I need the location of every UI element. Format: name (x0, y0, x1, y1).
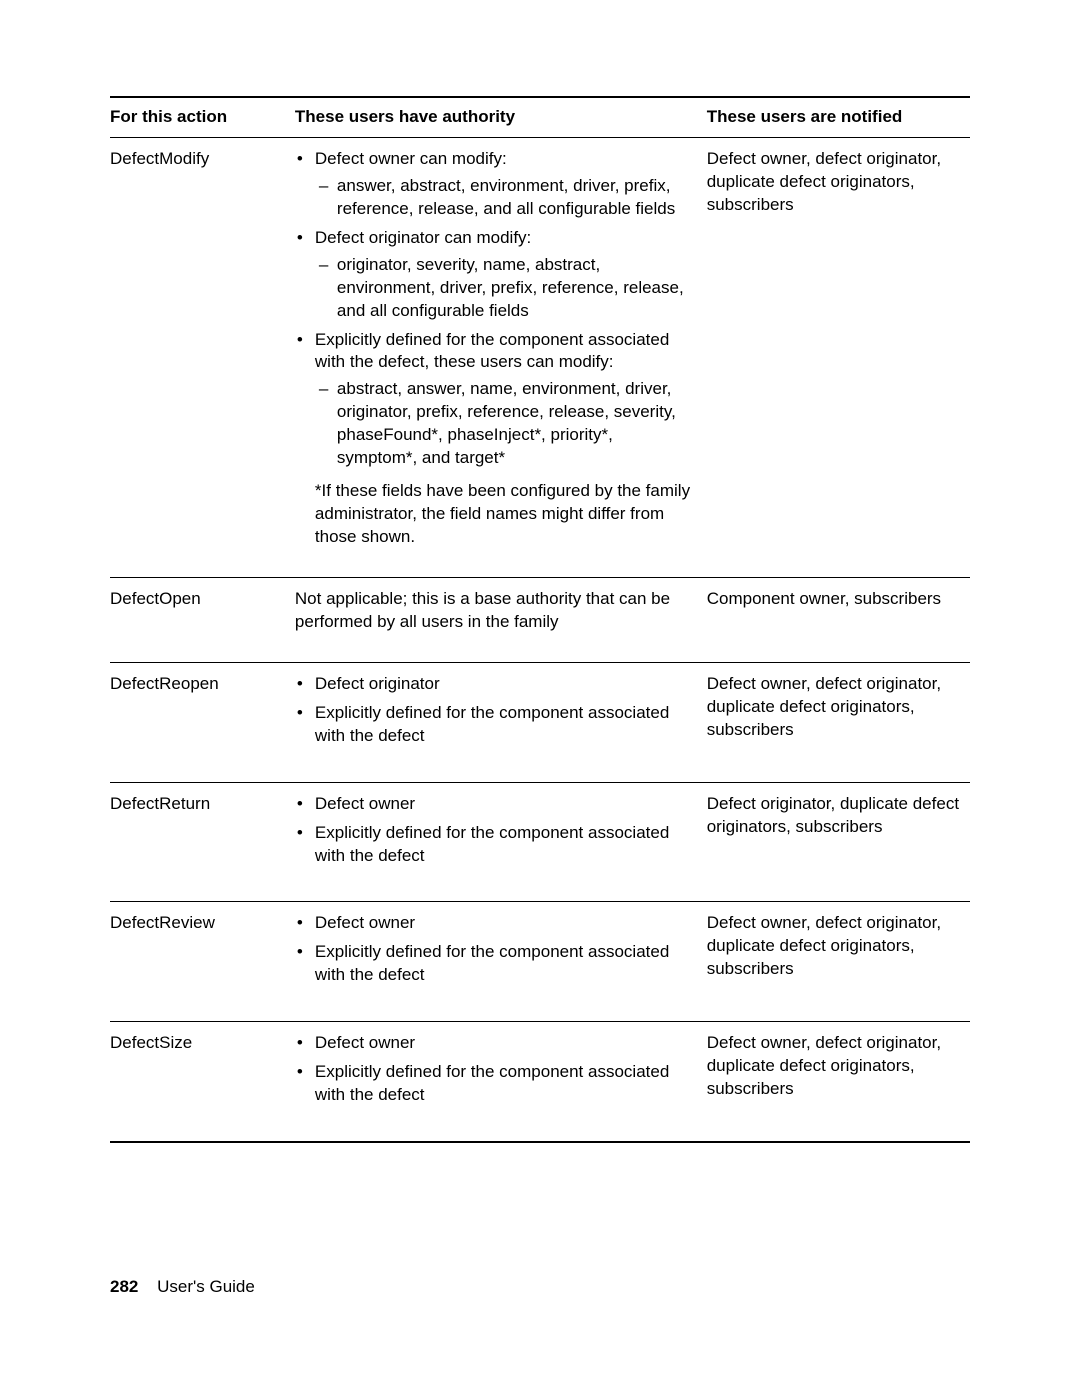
table-row: DefectReturn Defect owner Explicitly def… (110, 782, 970, 902)
page-number: 282 (110, 1277, 138, 1296)
list-item: Defect owner (295, 793, 697, 816)
page-footer: 282 User's Guide (110, 1277, 255, 1297)
sublist-item: answer, abstract, environment, driver, p… (315, 175, 697, 221)
cell-authority: Defect owner Explicitly defined for the … (295, 902, 707, 1022)
list-item-text: Defect originator can modify: (315, 228, 531, 247)
table-row: DefectOpen Not applicable; this is a bas… (110, 577, 970, 662)
cell-action: DefectOpen (110, 577, 295, 662)
cell-action: DefectReturn (110, 782, 295, 902)
cell-notified: Defect owner, defect originator, duplica… (707, 1022, 970, 1142)
sublist-item: originator, severity, name, abstract, en… (315, 254, 697, 323)
authority-table: For this action These users have authori… (110, 96, 970, 1143)
cell-authority: Not applicable; this is a base authority… (295, 577, 707, 662)
list-item: Defect owner (295, 1032, 697, 1055)
list-item: Defect owner (295, 912, 697, 935)
cell-notified: Defect owner, defect originator, duplica… (707, 662, 970, 782)
table-row: DefectReview Defect owner Explicitly def… (110, 902, 970, 1022)
list-item: Explicitly defined for the component ass… (295, 702, 697, 748)
list-item: Explicitly defined for the component ass… (295, 941, 697, 987)
col-header-notified: These users are notified (707, 97, 970, 137)
cell-action: DefectReview (110, 902, 295, 1022)
cell-authority: Defect owner Explicitly defined for the … (295, 782, 707, 902)
authority-list: Defect owner Explicitly defined for the … (295, 793, 697, 868)
list-item: Defect originator (295, 673, 697, 696)
cell-action: DefectReopen (110, 662, 295, 782)
cell-notified: Defect originator, duplicate defect orig… (707, 782, 970, 902)
cell-action: DefectModify (110, 137, 295, 577)
list-item: Defect originator can modify: originator… (295, 227, 697, 323)
list-item: Explicitly defined for the component ass… (295, 1061, 697, 1107)
list-item: Explicitly defined for the component ass… (295, 329, 697, 471)
authority-list: Defect owner Explicitly defined for the … (295, 912, 697, 987)
authority-sublist: abstract, answer, name, environment, dri… (315, 378, 697, 470)
table-row: DefectReopen Defect originator Explicitl… (110, 662, 970, 782)
cell-notified: Defect owner, defect originator, duplica… (707, 137, 970, 577)
authority-footnote: *If these fields have been configured by… (315, 480, 697, 549)
authority-list: Defect owner can modify: answer, abstrac… (295, 148, 697, 470)
cell-authority: Defect originator Explicitly defined for… (295, 662, 707, 782)
footer-title: User's Guide (157, 1277, 255, 1296)
list-item-text: Explicitly defined for the component ass… (315, 330, 669, 372)
authority-sublist: originator, severity, name, abstract, en… (315, 254, 697, 323)
table-body: DefectModify Defect owner can modify: an… (110, 137, 970, 1142)
authority-list: Defect originator Explicitly defined for… (295, 673, 697, 748)
table-header-row: For this action These users have authori… (110, 97, 970, 137)
cell-notified: Component owner, subscribers (707, 577, 970, 662)
list-item: Explicitly defined for the component ass… (295, 822, 697, 868)
col-header-authority: These users have authority (295, 97, 707, 137)
table-row: DefectSize Defect owner Explicitly defin… (110, 1022, 970, 1142)
sublist-item: abstract, answer, name, environment, dri… (315, 378, 697, 470)
list-item: Defect owner can modify: answer, abstrac… (295, 148, 697, 221)
authority-list: Defect owner Explicitly defined for the … (295, 1032, 697, 1107)
cell-authority: Defect owner can modify: answer, abstrac… (295, 137, 707, 577)
cell-action: DefectSize (110, 1022, 295, 1142)
cell-authority: Defect owner Explicitly defined for the … (295, 1022, 707, 1142)
page-content: For this action These users have authori… (0, 0, 1080, 1143)
cell-notified: Defect owner, defect originator, duplica… (707, 902, 970, 1022)
col-header-action: For this action (110, 97, 295, 137)
authority-sublist: answer, abstract, environment, driver, p… (315, 175, 697, 221)
table-row: DefectModify Defect owner can modify: an… (110, 137, 970, 577)
list-item-text: Defect owner can modify: (315, 149, 507, 168)
